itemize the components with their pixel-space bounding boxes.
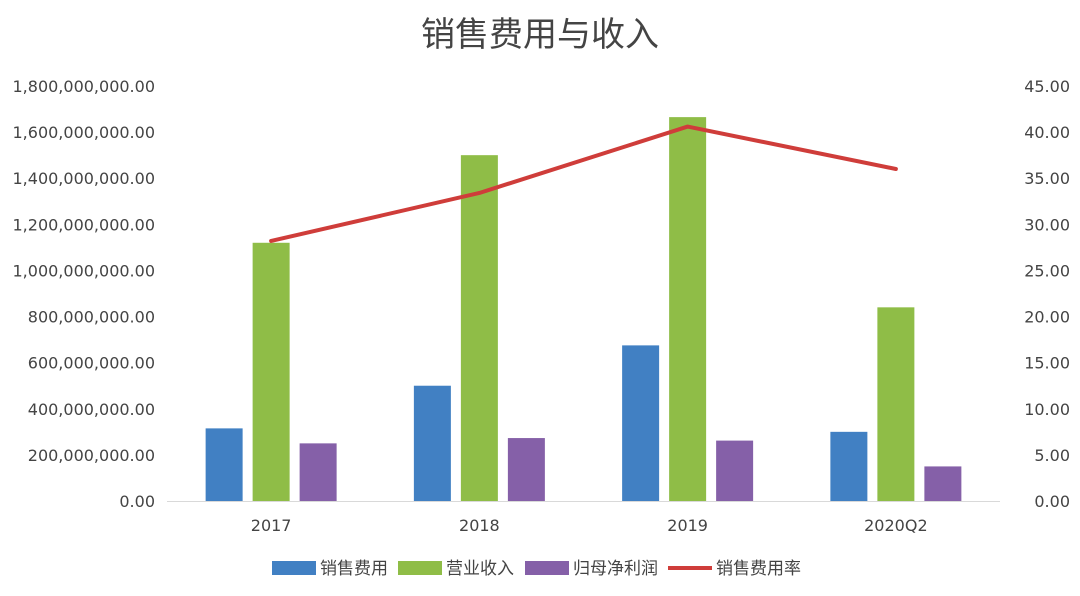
bar bbox=[622, 345, 660, 501]
bar bbox=[830, 431, 868, 501]
x-category-label: 2019 bbox=[667, 516, 708, 535]
bar bbox=[924, 466, 962, 501]
legend-label: 营业收入 bbox=[446, 559, 514, 579]
bar bbox=[716, 440, 754, 501]
bar bbox=[205, 428, 243, 501]
y-left-tick-label: 200,000,000.00 bbox=[28, 446, 155, 465]
y-left-tick-label: 400,000,000.00 bbox=[28, 400, 155, 419]
y-left-tick-label: 1,600,000,000.00 bbox=[13, 123, 156, 142]
y-left-tick-label: 1,800,000,000.00 bbox=[13, 77, 156, 96]
y-right-tick-label: 35.00 bbox=[1024, 169, 1070, 188]
y-right-tick-label: 15.00 bbox=[1024, 354, 1070, 373]
y-right-tick-label: 40.00 bbox=[1024, 123, 1070, 142]
y-left-tick-label: 1,400,000,000.00 bbox=[13, 169, 156, 188]
y-left-tick-label: 1,200,000,000.00 bbox=[13, 215, 156, 234]
y-left-tick-label: 1,000,000,000.00 bbox=[13, 261, 156, 280]
bar bbox=[669, 117, 707, 501]
series-line bbox=[269, 124, 898, 243]
x-category-label: 2017 bbox=[251, 516, 292, 535]
bar bbox=[413, 385, 451, 501]
y-left-tick-label: 600,000,000.00 bbox=[28, 354, 155, 373]
bar bbox=[460, 155, 498, 501]
y-right-tick-label: 30.00 bbox=[1024, 215, 1070, 234]
legend-swatch bbox=[398, 561, 442, 575]
y-right-tick-label: 0.00 bbox=[1034, 492, 1070, 511]
legend-label: 归母净利润 bbox=[573, 559, 658, 579]
legend-swatch bbox=[525, 561, 569, 575]
y-right-tick-label: 25.00 bbox=[1024, 261, 1070, 280]
chart-title: 销售费用与收入 bbox=[421, 15, 659, 55]
y-left-tick-label: 0.00 bbox=[119, 492, 155, 511]
bar bbox=[507, 438, 545, 501]
x-category-label: 2018 bbox=[459, 516, 500, 535]
bar bbox=[877, 307, 915, 501]
legend-label: 销售费用 bbox=[320, 559, 388, 579]
x-category-label: 2020Q2 bbox=[864, 516, 928, 535]
bar bbox=[252, 242, 290, 501]
legend-swatch bbox=[272, 561, 316, 575]
y-left-tick-label: 800,000,000.00 bbox=[28, 308, 155, 327]
y-right-tick-label: 5.00 bbox=[1034, 446, 1070, 465]
y-right-tick-label: 45.00 bbox=[1024, 77, 1070, 96]
bar bbox=[299, 443, 337, 501]
y-right-tick-label: 10.00 bbox=[1024, 400, 1070, 419]
legend-label: 销售费用率 bbox=[716, 559, 801, 579]
y-right-tick-label: 20.00 bbox=[1024, 308, 1070, 327]
